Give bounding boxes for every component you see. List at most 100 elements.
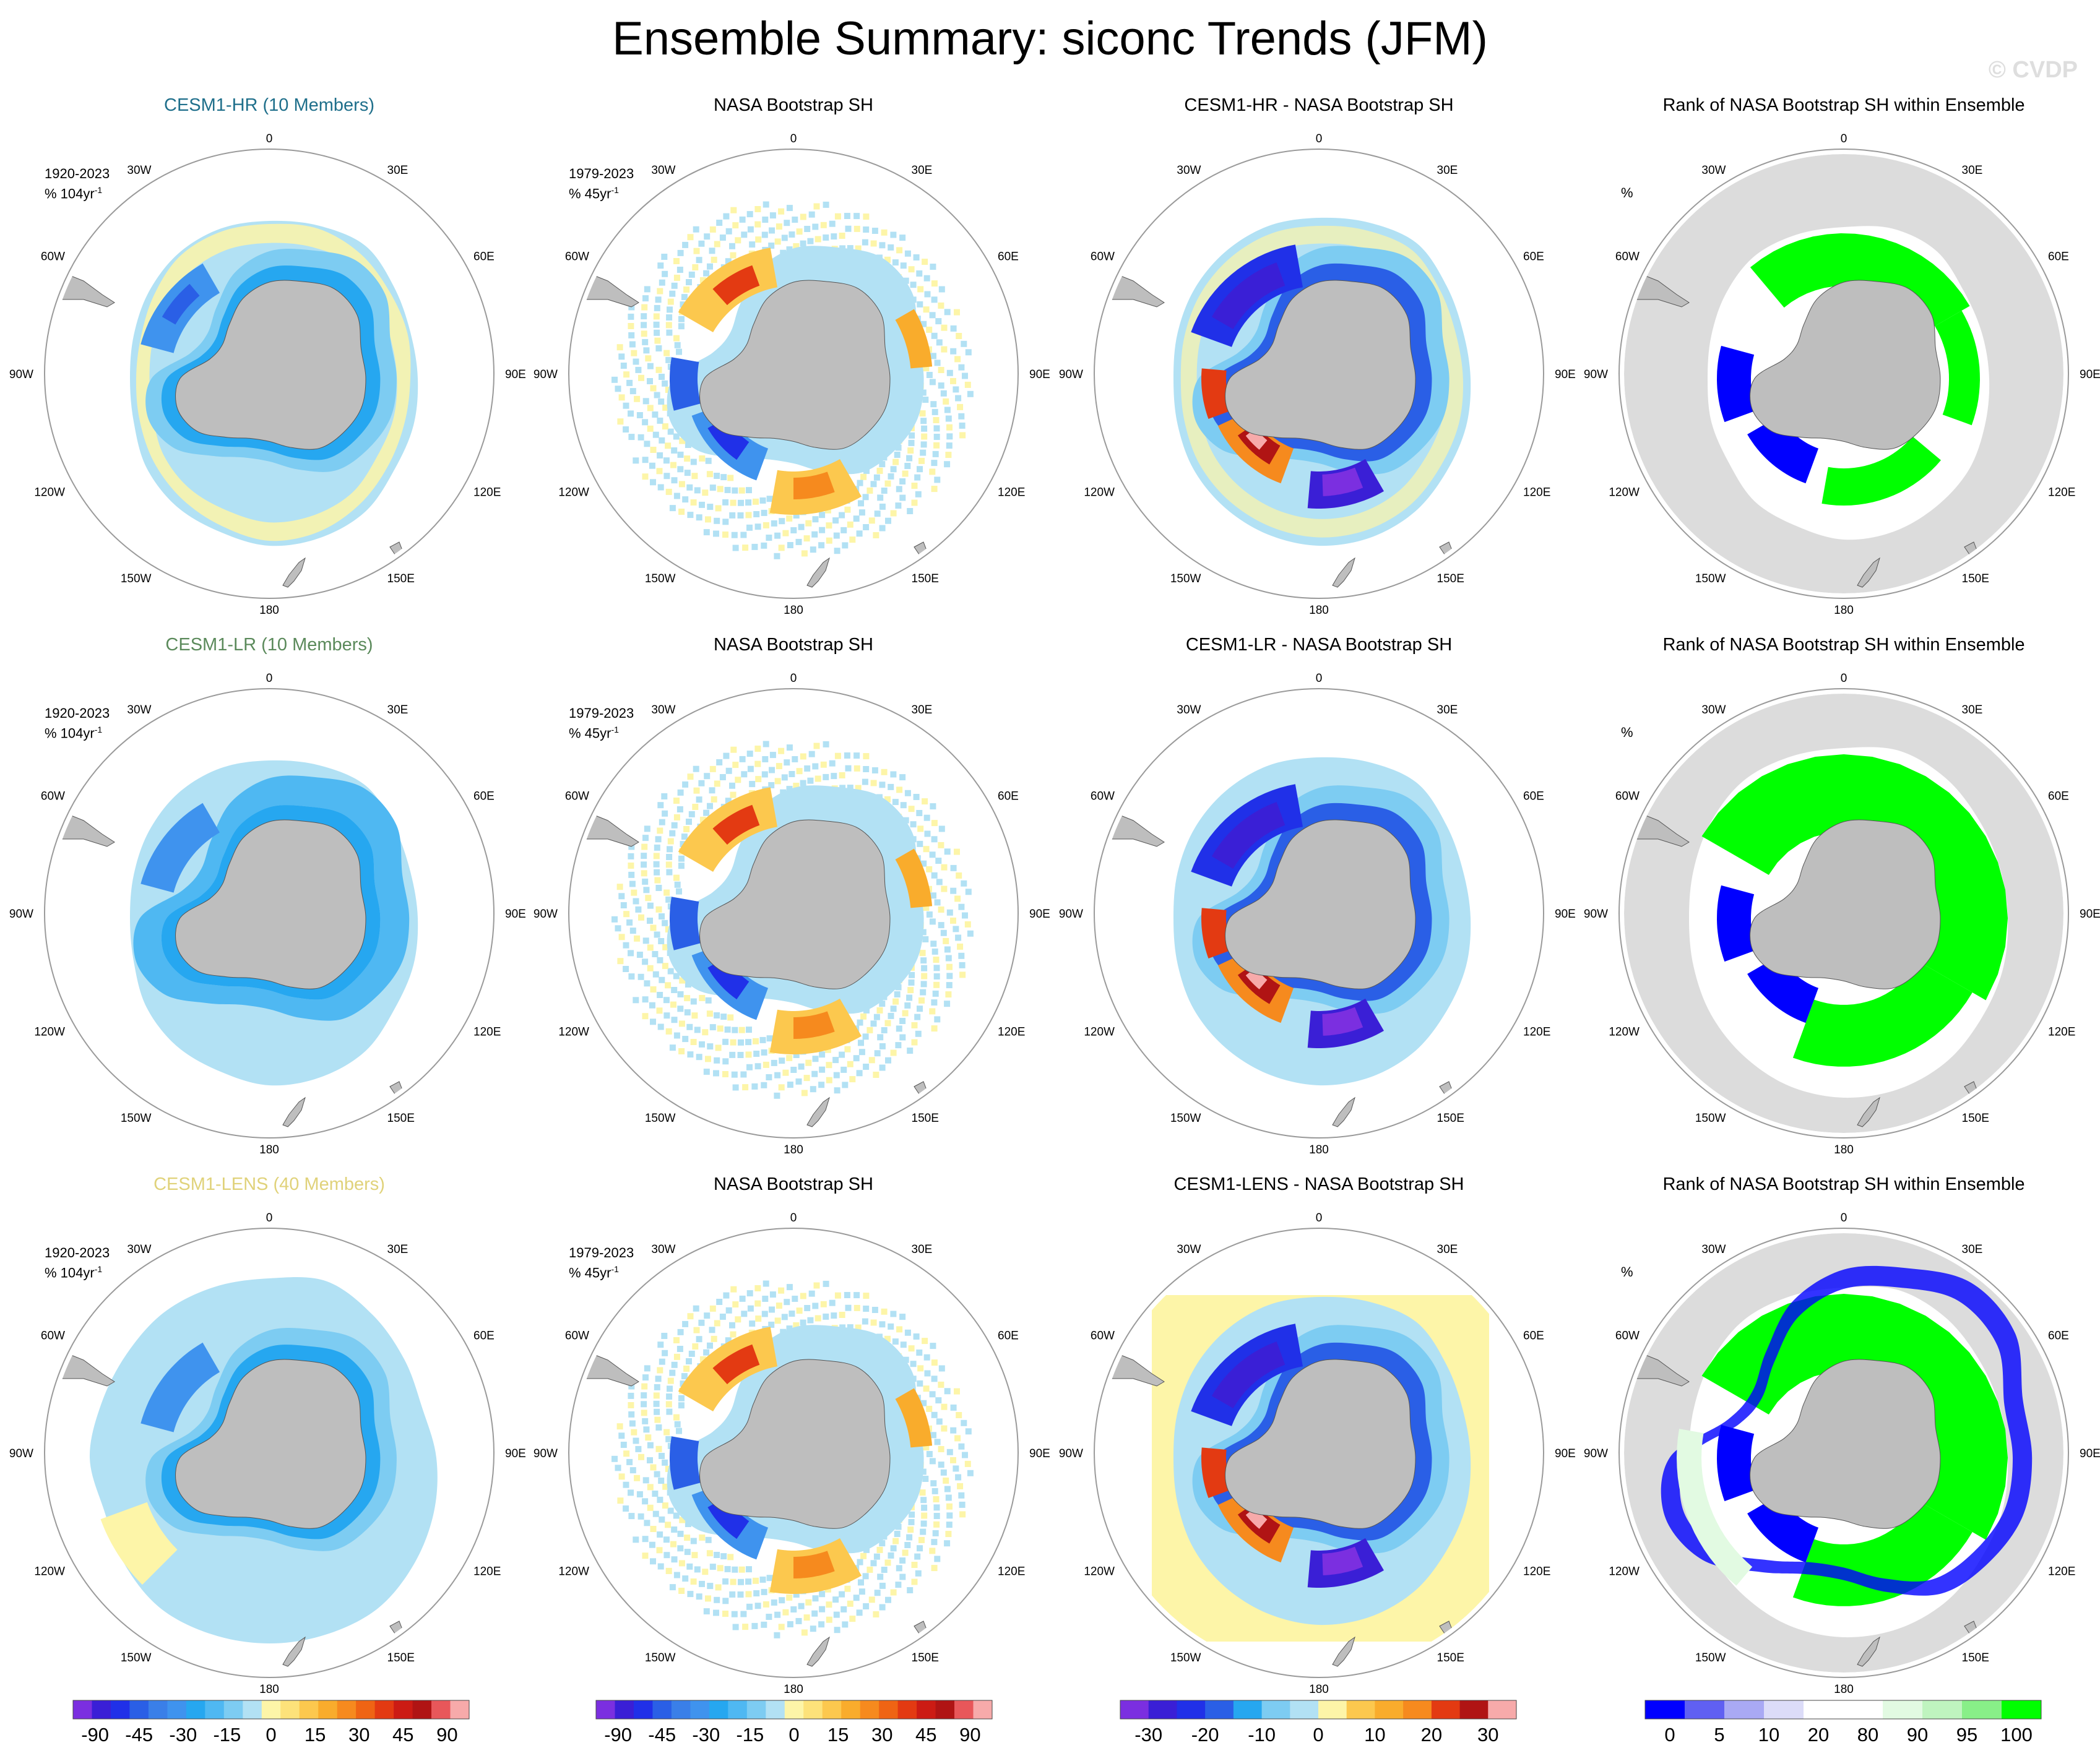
south-america-land bbox=[574, 1348, 639, 1387]
colorbar-swatch bbox=[167, 1700, 187, 1719]
colorbar-tick-label: 15 bbox=[827, 1724, 849, 1746]
new-zealand-land bbox=[806, 1096, 830, 1127]
colorbar-swatch bbox=[450, 1700, 470, 1719]
panel-title: Rank of NASA Bootstrap SH within Ensembl… bbox=[1662, 95, 2025, 115]
longitude-label: 60W bbox=[1091, 1330, 1115, 1343]
map-boundary bbox=[568, 688, 1019, 1139]
antarctica-land bbox=[699, 1359, 891, 1529]
tasmania-land bbox=[389, 1081, 403, 1095]
longitude-label: 150E bbox=[1437, 572, 1464, 585]
colorbar-swatch bbox=[766, 1700, 785, 1719]
colorbar-swatch bbox=[917, 1700, 936, 1719]
colorbar-swatch bbox=[1346, 1700, 1375, 1719]
longitude-label: 180 bbox=[784, 1143, 803, 1156]
antarctica-land bbox=[175, 1359, 366, 1529]
longitude-label: 90E bbox=[1029, 908, 1050, 921]
colorbar-swatch bbox=[897, 1700, 917, 1719]
antarctica-land bbox=[1225, 1359, 1416, 1529]
map-panels: 0 30E 60E 90E 120E 150E 180 150W 120W 90W 60W 30W 0 3… bbox=[9, 132, 2100, 1696]
longitude-label: 90W bbox=[1059, 908, 1083, 921]
colorbar-swatch bbox=[243, 1700, 262, 1719]
panel-period-label: % bbox=[1621, 1264, 1633, 1280]
longitude-label: 180 bbox=[784, 1683, 803, 1696]
colorbar-swatch bbox=[1318, 1700, 1347, 1719]
longitude-label: 60E bbox=[2048, 251, 2069, 264]
longitude-label: 60W bbox=[565, 251, 589, 264]
colorbar-swatch bbox=[1488, 1700, 1517, 1719]
map-panel-obs: 0 30E 60E 90E 120E 150E 180 150W 120W 90W 60W 30W bbox=[534, 672, 1050, 1156]
south-america-land bbox=[1099, 269, 1165, 308]
colorbar-swatch bbox=[803, 1700, 823, 1719]
colorbar-swatch bbox=[73, 1700, 92, 1719]
colorbar-swatch bbox=[954, 1700, 974, 1719]
rank-high bbox=[1792, 962, 1973, 1067]
colorbar-swatch bbox=[596, 1700, 615, 1719]
longitude-label: 30W bbox=[1177, 1243, 1201, 1256]
longitude-label: 120W bbox=[1609, 1026, 1640, 1039]
antarctica-land bbox=[175, 819, 366, 989]
longitude-label: 150W bbox=[645, 1112, 676, 1125]
tasmania-land bbox=[1439, 1081, 1453, 1095]
tasmania-land bbox=[914, 541, 927, 555]
longitude-label: 30E bbox=[387, 1243, 408, 1256]
longitude-label: 0 bbox=[790, 672, 797, 685]
longitude-label: 30W bbox=[1701, 1243, 1726, 1256]
colorbar-swatch bbox=[1403, 1700, 1432, 1719]
longitude-label: 180 bbox=[1309, 1143, 1329, 1156]
colorbar-tick-label: -90 bbox=[81, 1724, 109, 1746]
sea-ice-trend-field bbox=[667, 1325, 924, 1554]
longitude-label: 0 bbox=[266, 1212, 273, 1225]
longitude-label: 180 bbox=[1309, 1683, 1329, 1696]
colorbar-swatch bbox=[671, 1700, 691, 1719]
longitude-label: 30E bbox=[387, 164, 408, 177]
colorbar-tick-label: -15 bbox=[736, 1724, 764, 1746]
map-panel-diff: 0 30E 60E 90E 120E 150E 180 150W 120W 90W 60W 30W bbox=[1059, 132, 1576, 617]
longitude-label: 90W bbox=[1584, 368, 1608, 381]
panel-title: NASA Bootstrap SH bbox=[714, 1174, 873, 1194]
map-panel-obs: 0 30E 60E 90E 120E 150E 180 150W 120W 90W 60W 30W bbox=[534, 1212, 1050, 1696]
tasmania-land bbox=[1439, 541, 1453, 555]
longitude-label: 90W bbox=[9, 1447, 33, 1460]
longitude-label: 150E bbox=[1962, 1112, 1989, 1125]
panel-period-label: % bbox=[1621, 185, 1633, 201]
colorbar-swatch bbox=[337, 1700, 356, 1719]
antarctica-land bbox=[699, 280, 891, 450]
colorbar-tick-label: 10 bbox=[1758, 1724, 1779, 1746]
longitude-label: 90E bbox=[2080, 368, 2100, 381]
longitude-label: 0 bbox=[266, 672, 273, 685]
longitude-label: 120W bbox=[558, 1026, 589, 1039]
antarctica-land bbox=[699, 819, 891, 989]
new-zealand-land bbox=[1857, 1096, 1880, 1127]
colorbar-swatch bbox=[1233, 1700, 1263, 1719]
longitude-label: 60E bbox=[998, 790, 1019, 803]
south-america-land bbox=[50, 809, 115, 847]
tasmania-land bbox=[389, 1621, 403, 1634]
longitude-label: 60E bbox=[473, 790, 495, 803]
rank-low bbox=[1747, 955, 1818, 1023]
colorbar-swatch bbox=[690, 1700, 710, 1719]
longitude-label: 90E bbox=[2080, 1447, 2100, 1460]
colorbar-swatch bbox=[280, 1700, 300, 1719]
south-america-land bbox=[50, 1348, 115, 1387]
period-text: 1979-2023 bbox=[569, 705, 634, 721]
antarctica-land bbox=[175, 280, 366, 450]
longitude-label: 60E bbox=[473, 1330, 495, 1343]
colorbar-swatch bbox=[935, 1700, 955, 1719]
tasmania-land bbox=[389, 541, 403, 555]
longitude-label: 120W bbox=[558, 1565, 589, 1578]
panel-period-label: 1979-2023% 45yr-1 bbox=[569, 705, 634, 741]
south-america-land bbox=[50, 269, 115, 308]
map-boundary bbox=[44, 149, 495, 599]
longitude-label: 150W bbox=[121, 572, 152, 585]
map-panel-obs: 0 30E 60E 90E 120E 150E 180 150W 120W 90W 60W 30W bbox=[534, 132, 1050, 617]
panel-period-label: 1920-2023% 104yr-1 bbox=[45, 705, 110, 741]
longitude-label: 30E bbox=[1962, 164, 1983, 177]
longitude-label: 150E bbox=[912, 1651, 939, 1664]
colorbar-rank: 0 5 10 20 80 90 95 100 bbox=[1644, 1700, 2042, 1746]
longitude-label: 90W bbox=[1059, 368, 1083, 381]
longitude-label: 90E bbox=[505, 908, 526, 921]
longitude-label: 30E bbox=[1437, 164, 1458, 177]
longitude-label: 120W bbox=[34, 486, 65, 499]
longitude-label: 150W bbox=[1695, 572, 1726, 585]
longitude-label: 0 bbox=[1841, 672, 1847, 685]
